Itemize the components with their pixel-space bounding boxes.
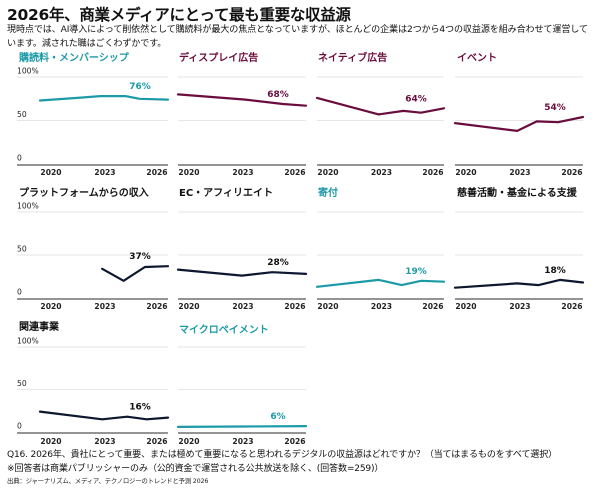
y-tick-label: 100%: [17, 337, 39, 346]
x-tick-label: 2023: [232, 302, 253, 311]
x-tick-label: 2020: [178, 302, 199, 311]
x-tick-label: 2026: [146, 302, 167, 311]
x-tick-label: 2023: [232, 168, 253, 177]
x-tick-label: 2020: [178, 168, 199, 177]
panel-title: イベント: [457, 52, 497, 64]
series-line: [176, 268, 308, 277]
panel-title: ネイティブ広告: [318, 51, 387, 64]
chart-title: 2026年、商業メディアにとって最も重要な収益源: [7, 6, 351, 24]
value-label: 19%: [405, 267, 427, 277]
x-tick-label: 2026: [422, 302, 443, 311]
y-tick-label: 100%: [17, 202, 39, 211]
series-line: [315, 96, 446, 116]
x-tick-label: 2020: [40, 302, 61, 311]
x-tick-label: 2026: [284, 168, 305, 177]
panel-title: マイクロペイメント: [179, 324, 269, 336]
x-tick-label: 2026: [146, 168, 167, 177]
panel-title: ディスプレイ広告: [179, 51, 258, 64]
source-note: 出典：ジャーナリズム、メディア、テクノロジーのトレンドと予測 2026: [7, 477, 209, 485]
panel-title: 購読料・メンバーシップ: [18, 51, 130, 64]
y-tick-label: 50: [17, 379, 27, 388]
series-line: [38, 95, 170, 102]
value-label: 18%: [544, 266, 566, 276]
value-label: 37%: [129, 252, 151, 262]
series-line: [176, 425, 308, 428]
survey-question: Q16. 2026年、貴社にとって重要、または極めて重要になると思われるデジタル…: [7, 450, 557, 460]
y-tick-label: 100%: [17, 67, 39, 76]
y-tick-label: 0: [17, 154, 22, 163]
value-label: 16%: [129, 403, 151, 413]
panel-title: 関連事業: [19, 320, 60, 333]
x-tick-label: 2020: [317, 302, 338, 311]
series-line: [453, 115, 585, 132]
x-tick-label: 2020: [455, 168, 476, 177]
y-tick-label: 50: [17, 110, 27, 119]
panel-title: プラットフォームからの収入: [19, 186, 149, 199]
series-line: [38, 410, 170, 421]
x-tick-label: 2023: [94, 302, 115, 311]
value-label: 68%: [267, 90, 289, 100]
x-tick-label: 2020: [178, 437, 199, 446]
chart-footer: Q16. 2026年、貴社にとって重要、または極めて重要になると思われるデジタル…: [7, 449, 557, 487]
x-tick-label: 2026: [284, 437, 305, 446]
series-line: [453, 278, 585, 289]
x-tick-label: 2023: [371, 302, 392, 311]
x-tick-label: 2023: [509, 302, 530, 311]
x-tick-label: 2026: [561, 302, 582, 311]
respondent-note: ※回答者は商業パブリッシャーのみ（公的資金で運営される公共放送を除く、(回答数=…: [7, 463, 384, 474]
x-tick-label: 2020: [40, 168, 61, 177]
value-label: 54%: [544, 103, 566, 113]
panel-title: 寄付: [318, 186, 338, 199]
x-tick-label: 2026: [561, 168, 582, 177]
x-tick-label: 2023: [509, 168, 530, 177]
value-label: 28%: [267, 258, 289, 268]
x-tick-label: 2020: [40, 437, 61, 446]
series-line: [176, 93, 308, 107]
x-tick-label: 2020: [317, 168, 338, 177]
x-tick-label: 2023: [232, 437, 253, 446]
y-tick-label: 0: [17, 422, 22, 431]
x-tick-label: 2023: [94, 168, 115, 177]
value-label: 6%: [270, 412, 285, 422]
series-line: [101, 265, 170, 282]
x-tick-label: 2020: [455, 302, 476, 311]
series-line: [315, 278, 446, 288]
panel-title: 慈善活動・基金による支援: [457, 186, 578, 199]
x-tick-label: 2026: [422, 168, 443, 177]
value-label: 64%: [405, 94, 427, 104]
y-tick-label: 0: [17, 288, 22, 297]
x-tick-label: 2023: [371, 168, 392, 177]
chart-subtitle: 現時点では、AI導入によって削依然として購読料が最大の焦点となっていますが、ほと…: [7, 25, 588, 49]
value-label: 76%: [129, 82, 151, 92]
panel-title: EC・アフィリエイト: [179, 187, 273, 199]
x-tick-label: 2026: [284, 302, 305, 311]
x-tick-label: 2023: [94, 437, 115, 446]
x-tick-label: 2026: [146, 437, 167, 446]
y-tick-label: 50: [17, 245, 27, 254]
